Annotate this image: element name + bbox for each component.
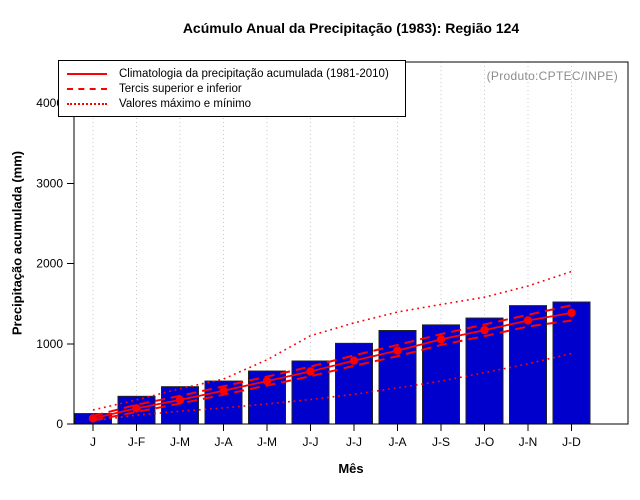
y-tick-label: 2000	[36, 257, 63, 271]
bar	[378, 330, 417, 425]
x-axis-label: Mês	[338, 461, 364, 476]
x-tick-label: J-S	[432, 435, 450, 449]
product-credit-label: (Produto:CPTEC/INPE)	[486, 69, 618, 83]
legend-label: Valores máximo e mínimo	[119, 97, 252, 110]
x-tick-label: J-M	[170, 435, 190, 449]
x-tick-label: J	[90, 435, 96, 449]
y-axis-label: Precipitação acumulada (mm)	[9, 150, 25, 336]
solid-line-icon	[67, 72, 107, 75]
climatology-point	[306, 367, 315, 376]
y-tick-label: 1000	[36, 337, 63, 351]
x-tick-label: J-A	[215, 435, 233, 449]
chart-legend: Climatologia da precipitação acumulada (…	[58, 60, 406, 117]
bar	[335, 342, 373, 425]
y-tick-label: 4000	[36, 96, 63, 110]
climatology-point	[175, 395, 185, 405]
chart-title: Acúmulo Anual da Precipitação (1983): Re…	[182, 20, 520, 36]
climatology-point	[262, 376, 272, 386]
legend-row-climatology: Climatologia da precipitação acumulada (…	[67, 66, 397, 81]
x-tick-label: J-F	[128, 435, 145, 449]
bar	[552, 301, 591, 425]
legend-label: Climatologia da precipitação acumulada (…	[119, 67, 389, 80]
x-tick-label: J-J	[303, 435, 319, 449]
gridlines	[92, 62, 572, 424]
y-tick-label: 3000	[36, 176, 63, 190]
climatology-point	[219, 386, 228, 395]
x-tick-label: J-O	[475, 435, 494, 449]
legend-row-terciles: Tercis superior e inferior	[67, 81, 397, 96]
x-tick-label: J-D	[562, 435, 581, 449]
climatology-point	[436, 335, 446, 344]
climatology-point	[393, 346, 402, 355]
climatology-point	[480, 325, 489, 335]
climatology-point	[523, 316, 533, 325]
legend-label: Tercis superior e inferior	[119, 82, 242, 95]
x-tick-label: J-A	[389, 435, 407, 449]
line-dashed-2	[92, 319, 572, 422]
x-tick-label: J-J	[346, 435, 362, 449]
y-tick-label: 0	[56, 417, 63, 431]
dotted-line-icon	[67, 102, 107, 105]
climatology-point	[567, 308, 576, 318]
line-dashed-1	[92, 304, 572, 417]
climatology-point	[349, 356, 359, 365]
line-solid-0	[88, 308, 576, 423]
x-tick-label: J-N	[519, 435, 538, 449]
climatology-point	[132, 404, 141, 413]
x-tick-label: J-M	[257, 435, 277, 449]
dashed-line-icon	[67, 87, 107, 90]
legend-row-maxmin: Valores máximo e mínimo	[67, 96, 397, 111]
